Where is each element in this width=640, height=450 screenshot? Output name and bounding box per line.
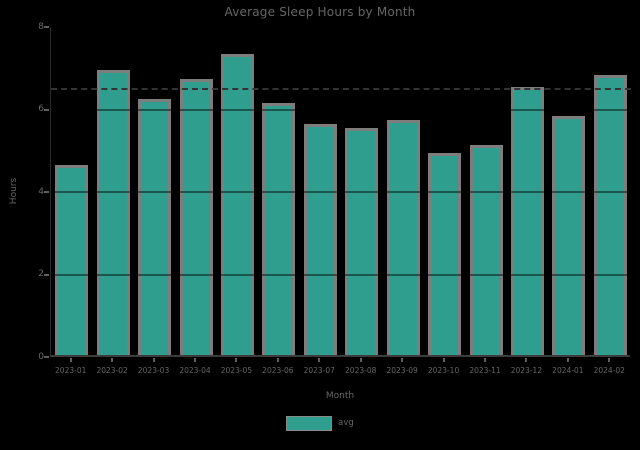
x-tick-label: 2023-05 [220,366,253,375]
gridline [51,191,631,193]
bar [386,119,420,355]
bar [345,128,379,355]
x-tick-mark [608,358,611,362]
x-tick-mark [525,358,528,362]
x-tick-mark [442,358,445,362]
legend-swatch-bars [286,415,333,431]
bar [220,53,254,355]
reference-line [51,87,631,90]
x-axis-label: Month [325,391,355,401]
x-tick-mark [69,358,72,362]
y-tick-label: 0 [38,351,44,362]
bar [55,165,89,355]
x-tick-label: 2023-10 [427,366,460,375]
x-tick-label: 2023-06 [262,366,294,375]
x-tick-mark [318,358,321,362]
x-tick-label: 2023-02 [96,366,128,375]
y-tick-mark [44,273,49,276]
x-tick-label: 2023-04 [179,366,211,375]
bar [262,103,296,355]
y-tick-label: 8 [38,21,44,32]
x-tick-label: 2023-12 [510,366,543,375]
x-tick-mark [111,358,114,362]
x-tick-label: 2023-03 [137,366,170,375]
x-tick-label: 2024-01 [552,366,584,375]
bar [303,124,337,355]
bar [138,99,172,355]
x-tick-label: 2024-02 [593,366,625,375]
y-tick-mark [44,191,49,193]
legend: avg [0,412,640,434]
x-tick-mark [152,358,155,362]
bar [428,152,462,355]
y-tick-label: 6 [38,104,44,114]
y-tick-mark [44,108,49,111]
y-tick-label: 4 [38,186,44,197]
legend-label: avg [338,418,354,428]
y-tick-mark [44,26,49,28]
x-tick-mark [484,358,486,362]
x-tick-label: 2023-11 [469,366,501,375]
x-tick-mark [401,358,404,362]
gridline [51,273,631,276]
x-tick-label: 2023-08 [345,366,377,375]
x-tick-mark [566,358,569,362]
y-tick-label: 2 [38,269,44,279]
bar [179,78,213,355]
bar [593,74,627,355]
x-tick-mark [194,358,196,362]
x-tick-label: 2023-09 [386,366,418,375]
x-tick-mark [359,358,362,362]
plot-area [50,26,631,357]
bar [469,144,503,355]
y-tick-mark [44,356,49,358]
x-tick-label: 2023-01 [55,366,87,375]
gridline [51,26,631,28]
x-tick-mark [235,358,238,362]
chart-title: Average Sleep Hours by Month [224,5,416,19]
bar [552,115,586,355]
bar [510,86,544,355]
x-tick-label: 2023-07 [303,366,335,375]
gridline [51,108,631,111]
x-tick-mark [276,358,279,362]
bar [96,70,130,355]
